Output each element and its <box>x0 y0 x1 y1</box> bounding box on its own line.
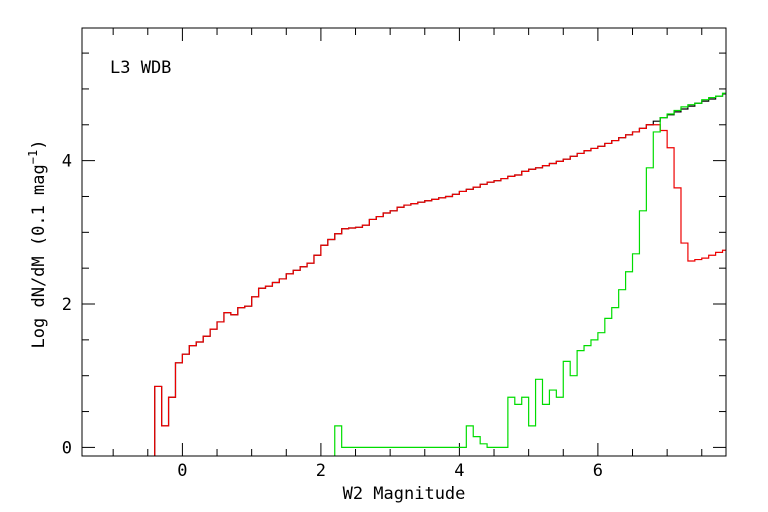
y-tick-labels: 0 2 4 <box>62 152 72 459</box>
y-axis-label: Log dN/dM (0.1 mag−1) <box>26 140 49 349</box>
series-total-line <box>154 93 726 456</box>
x-tick-labels: 0 2 4 6 <box>177 461 603 481</box>
plot-frame <box>81 27 727 457</box>
y-tick-label: 2 <box>62 295 72 315</box>
x-tick-label: 6 <box>593 461 603 481</box>
x-tick-label: 0 <box>177 461 187 481</box>
chart-annotation: L3 WDB <box>110 58 171 78</box>
y-tick-label: 4 <box>62 152 72 172</box>
y-axis-label-superscript: −1 <box>26 150 40 164</box>
y-tick-label: 0 <box>62 438 72 458</box>
y-axis-label-close: ) <box>29 140 49 150</box>
series-green-line <box>334 92 726 456</box>
axis-ticks <box>82 28 726 456</box>
series-red-line <box>154 124 726 456</box>
x-axis-label: W2 Magnitude <box>343 484 466 504</box>
x-tick-label: 4 <box>454 461 464 481</box>
x-tick-label: 2 <box>316 461 326 481</box>
y-axis-label-main: Log dN/dM (0.1 mag <box>29 164 49 348</box>
series-layer <box>154 92 726 456</box>
